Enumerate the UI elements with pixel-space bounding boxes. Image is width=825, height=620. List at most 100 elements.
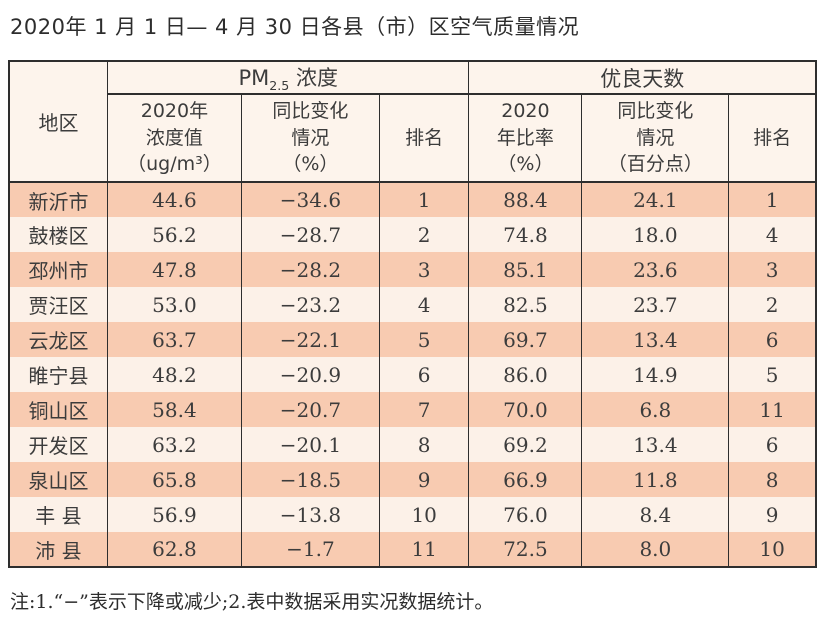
value-cell: 13.4 bbox=[581, 427, 730, 463]
pm25-label: PM2.5 浓度 bbox=[238, 66, 338, 94]
footnote: 注:1.“−”表示下降或减少;2.表中数据采用实况数据统计。 bbox=[10, 591, 494, 614]
value-cell: 1 bbox=[728, 182, 817, 218]
table-row: 泉山区 65.8 −18.5 9 66.9 11.8 8 bbox=[8, 462, 817, 498]
value-cell: 82.5 bbox=[468, 287, 583, 323]
value-cell: 14.9 bbox=[581, 357, 730, 393]
col-header-good-rank: 排名 bbox=[728, 94, 817, 184]
value-cell: 11 bbox=[378, 532, 470, 568]
value-cell: 6 bbox=[728, 427, 817, 463]
table-row: 邳州市 47.8 −28.2 3 85.1 23.6 3 bbox=[8, 252, 817, 288]
value-cell: 11.8 bbox=[581, 462, 730, 498]
value-cell: −20.1 bbox=[240, 427, 380, 463]
value-cell: 86.0 bbox=[468, 357, 583, 393]
value-cell: −20.7 bbox=[240, 392, 380, 428]
table-header: 地区 PM2.5 浓度 优良天数 2020年 浓度值 （ug/m³） 同比变化 … bbox=[8, 61, 817, 184]
value-cell: 48.2 bbox=[106, 357, 242, 393]
value-cell: 66.9 bbox=[468, 462, 583, 498]
table-row: 铜山区 58.4 −20.7 7 70.0 6.8 11 bbox=[8, 392, 817, 428]
value-cell: −13.8 bbox=[240, 497, 380, 533]
value-cell: 76.0 bbox=[468, 497, 583, 533]
region-cell: 邳州市 bbox=[8, 252, 108, 288]
col-header-pm-value: 2020年 浓度值 （ug/m³） bbox=[106, 94, 242, 184]
region-cell: 铜山区 bbox=[8, 392, 108, 428]
value-cell: 44.6 bbox=[106, 182, 242, 218]
region-cell: 丰 县 bbox=[8, 497, 108, 533]
value-cell: 6.8 bbox=[581, 392, 730, 428]
air-quality-table: 地区 PM2.5 浓度 优良天数 2020年 浓度值 （ug/m³） 同比变化 … bbox=[8, 60, 817, 569]
table-row: 鼓楼区 56.2 −28.7 2 74.8 18.0 4 bbox=[8, 217, 817, 253]
value-cell: 1 bbox=[378, 182, 470, 218]
value-cell: 6 bbox=[728, 322, 817, 358]
region-cell: 鼓楼区 bbox=[8, 217, 108, 253]
value-cell: 85.1 bbox=[468, 252, 583, 288]
table-row: 开发区 63.2 −20.1 8 69.2 13.4 6 bbox=[8, 427, 817, 463]
value-cell: 8.0 bbox=[581, 532, 730, 568]
header-sub-row: 2020年 浓度值 （ug/m³） 同比变化 情况 （%） 排名 2020 年比… bbox=[9, 94, 817, 184]
value-cell: 8 bbox=[378, 427, 470, 463]
col-header-good-ratio: 2020 年比率 （%） bbox=[468, 94, 583, 184]
value-cell: 23.6 bbox=[581, 252, 730, 288]
value-cell: 9 bbox=[378, 462, 470, 498]
region-cell: 新沂市 bbox=[8, 182, 108, 218]
value-cell: 10 bbox=[728, 532, 817, 568]
value-cell: −22.1 bbox=[240, 322, 380, 358]
value-cell: 56.9 bbox=[106, 497, 242, 533]
value-cell: 70.0 bbox=[468, 392, 583, 428]
value-cell: 69.2 bbox=[468, 427, 583, 463]
value-cell: −20.9 bbox=[240, 357, 380, 393]
region-cell: 睢宁县 bbox=[8, 357, 108, 393]
value-cell: 62.8 bbox=[106, 532, 242, 568]
table-row: 丰 县 56.9 −13.8 10 76.0 8.4 9 bbox=[8, 497, 817, 533]
value-cell: 3 bbox=[378, 252, 470, 288]
value-cell: 8 bbox=[728, 462, 817, 498]
table-row: 贾汪区 53.0 −23.2 4 82.5 23.7 2 bbox=[8, 287, 817, 323]
value-cell: 58.4 bbox=[106, 392, 242, 428]
table-body: 新沂市 44.6 −34.6 1 88.4 24.1 1 鼓楼区 56.2 −28.7 2 74.8 1… bbox=[8, 182, 817, 568]
table-row: 新沂市 44.6 −34.6 1 88.4 24.1 1 bbox=[8, 182, 817, 218]
col-header-pm-change: 同比变化 情况 （%） bbox=[240, 94, 380, 184]
value-cell: 11 bbox=[728, 392, 817, 428]
col-header-good-change: 同比变化 情况 （百分点） bbox=[581, 94, 730, 184]
table-row: 沛 县 62.8 −1.7 11 72.5 8.0 10 bbox=[8, 532, 817, 568]
value-cell: −28.7 bbox=[240, 217, 380, 253]
header-group-row: 地区 PM2.5 浓度 优良天数 bbox=[8, 61, 817, 184]
value-cell: −18.5 bbox=[240, 462, 380, 498]
value-cell: 4 bbox=[728, 217, 817, 253]
value-cell: 53.0 bbox=[106, 287, 242, 323]
value-cell: 3 bbox=[728, 252, 817, 288]
value-cell: 5 bbox=[728, 357, 817, 393]
page-title: 2020年 1 月 1 日— 4 月 30 日各县（市）区空气质量情况 bbox=[10, 15, 580, 39]
value-cell: 63.7 bbox=[106, 322, 242, 358]
value-cell: −1.7 bbox=[240, 532, 380, 568]
table-row: 云龙区 63.7 −22.1 5 69.7 13.4 6 bbox=[8, 322, 817, 358]
value-cell: 63.2 bbox=[106, 427, 242, 463]
value-cell: 10 bbox=[378, 497, 470, 533]
region-cell: 云龙区 bbox=[8, 322, 108, 358]
col-group-good-days: 优良天数 bbox=[468, 61, 817, 96]
value-cell: 2 bbox=[378, 217, 470, 253]
value-cell: 65.8 bbox=[106, 462, 242, 498]
value-cell: 72.5 bbox=[468, 532, 583, 568]
value-cell: −28.2 bbox=[240, 252, 380, 288]
value-cell: 23.7 bbox=[581, 287, 730, 323]
value-cell: 56.2 bbox=[106, 217, 242, 253]
region-cell: 贾汪区 bbox=[8, 287, 108, 323]
value-cell: 74.8 bbox=[468, 217, 583, 253]
col-header-pm-rank: 排名 bbox=[378, 94, 470, 184]
value-cell: 2 bbox=[728, 287, 817, 323]
col-group-pm25: PM2.5 浓度 bbox=[106, 61, 470, 96]
value-cell: −34.6 bbox=[240, 182, 380, 218]
region-cell: 开发区 bbox=[8, 427, 108, 463]
region-cell: 泉山区 bbox=[8, 462, 108, 498]
value-cell: 18.0 bbox=[581, 217, 730, 253]
table-row: 睢宁县 48.2 −20.9 6 86.0 14.9 5 bbox=[8, 357, 817, 393]
value-cell: 47.8 bbox=[106, 252, 242, 288]
value-cell: 69.7 bbox=[468, 322, 583, 358]
value-cell: 24.1 bbox=[581, 182, 730, 218]
col-header-region: 地区 bbox=[8, 61, 108, 184]
value-cell: 9 bbox=[728, 497, 817, 533]
value-cell: 5 bbox=[378, 322, 470, 358]
value-cell: 13.4 bbox=[581, 322, 730, 358]
value-cell: 4 bbox=[378, 287, 470, 323]
